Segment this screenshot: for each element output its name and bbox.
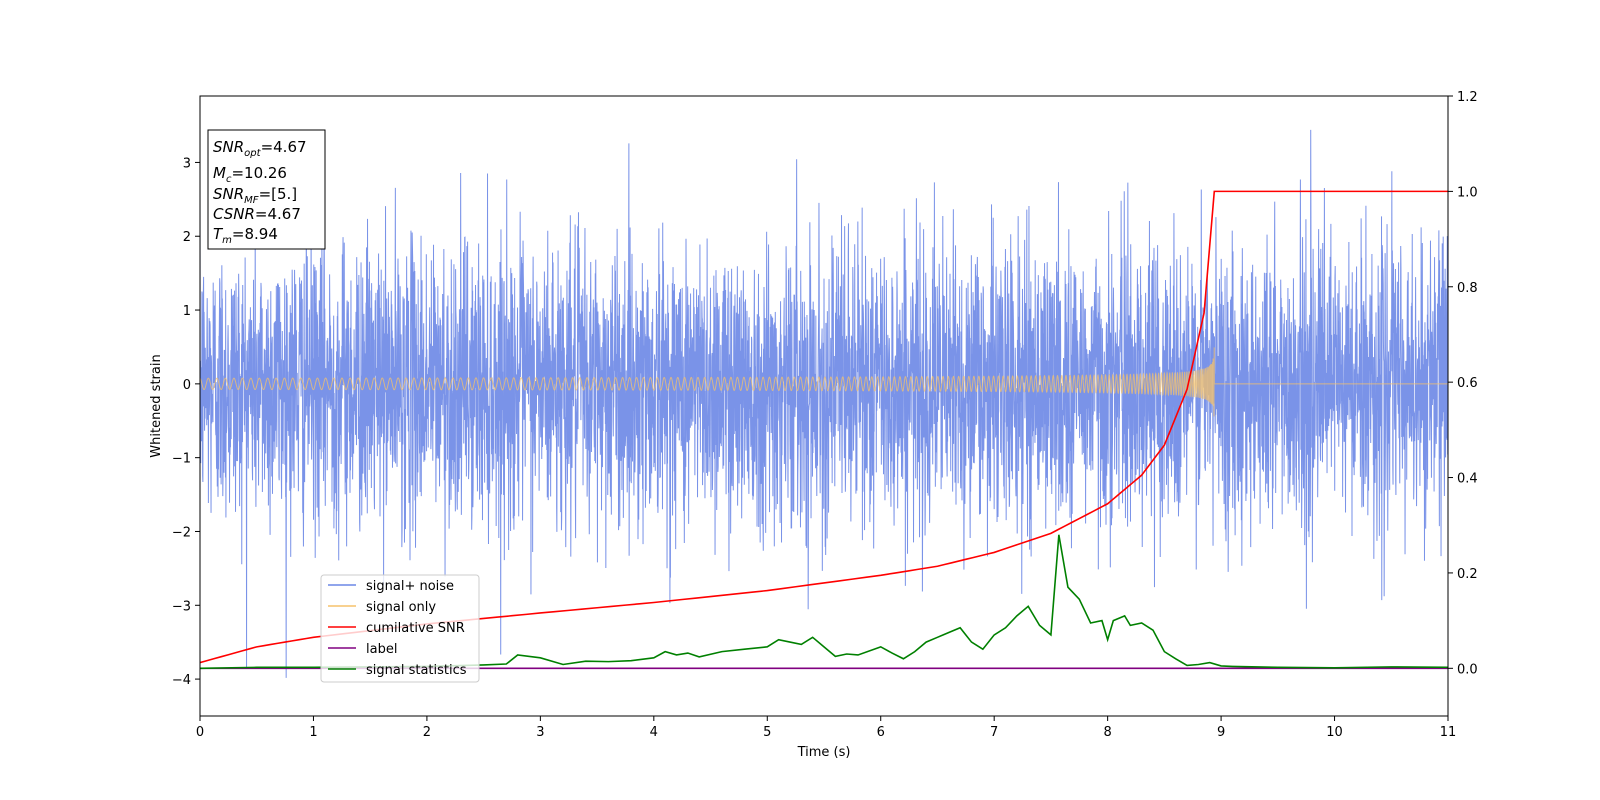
- legend-label-signal-noise: signal+ noise: [366, 579, 454, 594]
- y-tick-label: −4: [172, 673, 191, 688]
- info-box-frame: [207, 129, 326, 250]
- y-tick-label: 1: [183, 304, 191, 319]
- x-tick-label: 5: [763, 725, 771, 740]
- legend-label-cumulative-snr: cumilative SNR: [366, 621, 465, 636]
- x-tick-label: 1: [309, 725, 317, 740]
- y-tick-label: 3: [183, 156, 191, 171]
- axes-frame: [199, 95, 1449, 717]
- legend-label-label: label: [366, 642, 397, 657]
- y2-tick-label: 0.0: [1457, 662, 1478, 677]
- y2-tick-label: 1.2: [1457, 90, 1478, 105]
- x-tick-label: 8: [1103, 725, 1111, 740]
- y2-tick-label: 0.6: [1457, 376, 1478, 391]
- tick-layer: 0 1 2 3 4 5 6 7 8 9 10 11 −4 −3 −2 −1 0 1 2 3 0.0 0.2 0.4 0.6 0.…: [172, 90, 1478, 740]
- legend-entry-label: label: [328, 642, 397, 657]
- info-tm: Tm=8.94: [213, 225, 278, 246]
- info-box: SNRopt=4.67 Mc=10.26 SNRMF=[5.] CSNR=4.6…: [207, 129, 326, 250]
- x-tick-label: 6: [877, 725, 885, 740]
- x-axis-label: Time (s): [797, 745, 851, 760]
- legend-label-signal-statistics: signal statistics: [366, 663, 467, 678]
- x-tick-label: 9: [1217, 725, 1225, 740]
- legend-entry-signal-statistics: signal statistics: [328, 663, 467, 678]
- legend-frame: [320, 574, 480, 683]
- info-snr-mf: SNRMF=[5.]: [213, 185, 297, 206]
- x-tick-label: 4: [650, 725, 658, 740]
- y-tick-label: 2: [183, 230, 191, 245]
- x-tick-label: 10: [1326, 725, 1343, 740]
- info-snr-opt: SNRopt=4.67: [213, 138, 307, 159]
- series-signal-statistics: [200, 534, 1448, 670]
- x-tick-label: 11: [1440, 725, 1457, 740]
- legend-entry-signal-only: signal only: [328, 600, 436, 615]
- legend-entry-cumulative-snr: cumilative SNR: [328, 621, 465, 636]
- y-tick-label: −2: [172, 525, 191, 540]
- y2-tick-label: 0.2: [1457, 567, 1478, 582]
- y-tick-label: 0: [183, 378, 191, 393]
- legend-label-signal-only: signal only: [366, 600, 436, 615]
- info-csnr: CSNR=4.67: [213, 205, 301, 223]
- y2-tick-label: 1.0: [1457, 185, 1478, 200]
- series-signal-only: [200, 347, 1448, 417]
- x-tick-label: 0: [196, 725, 204, 740]
- info-mc: Mc=10.26: [213, 164, 287, 185]
- y2-tick-label: 0.8: [1457, 281, 1478, 296]
- y2-tick-label: 0.4: [1457, 472, 1478, 487]
- x-tick-label: 3: [536, 725, 544, 740]
- x-tick-label: 2: [423, 725, 431, 740]
- x-tick-label: 7: [990, 725, 998, 740]
- y-tick-label: −1: [172, 452, 191, 467]
- y-tick-label: −3: [172, 599, 191, 614]
- y-axis-label: Whitened strain: [149, 354, 164, 457]
- series-signal-noise: [200, 129, 1448, 678]
- legend-entry-signal-noise: signal+ noise: [328, 579, 454, 594]
- legend: signal+ noise signal only cumilative SNR…: [320, 574, 480, 683]
